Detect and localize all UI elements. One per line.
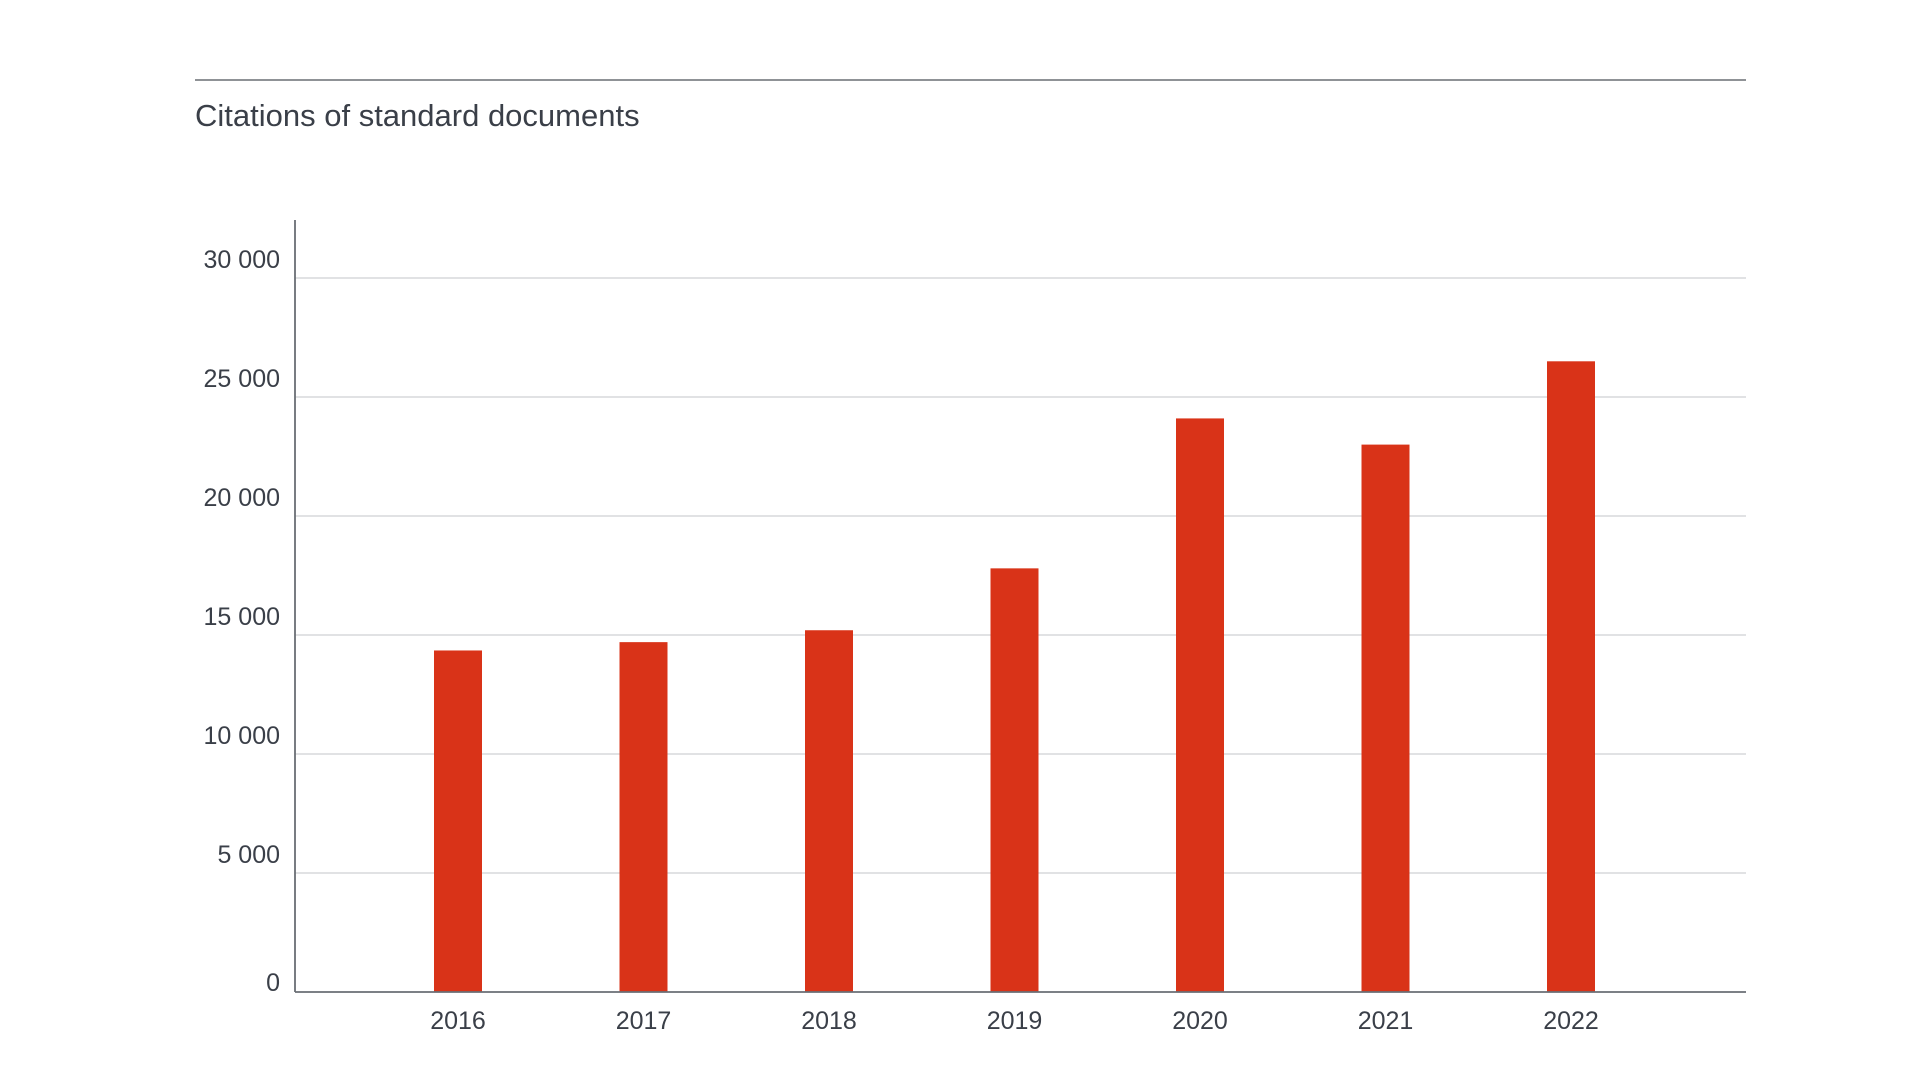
y-tick-label: 25 000 — [204, 365, 280, 393]
bar-2017 — [620, 642, 668, 992]
y-tick-label: 5 000 — [217, 841, 280, 869]
y-tick-label: 0 — [266, 969, 280, 997]
y-tick-label: 20 000 — [204, 484, 280, 512]
y-tick-labels: 0 5 000 10 000 15 000 20 000 25 000 30 000 — [204, 246, 280, 997]
y-tick-label: 10 000 — [204, 722, 280, 750]
bar-2018 — [805, 630, 853, 992]
x-tick-label: 2019 — [987, 1007, 1043, 1035]
x-tick-label: 2017 — [616, 1007, 672, 1035]
x-tick-label: 2022 — [1543, 1007, 1599, 1035]
bar-2019 — [991, 568, 1039, 992]
y-tick-label: 30 000 — [204, 246, 280, 274]
x-tick-labels: 2016 2017 2018 2019 2020 2021 2022 — [430, 1007, 1599, 1035]
bar-2016 — [434, 650, 482, 992]
bar-2022 — [1547, 361, 1595, 992]
bars — [434, 361, 1595, 992]
bar-2021 — [1362, 445, 1410, 992]
bar-2020 — [1176, 418, 1224, 992]
x-tick-label: 2018 — [801, 1007, 857, 1035]
y-tick-label: 15 000 — [204, 603, 280, 631]
x-tick-label: 2021 — [1358, 1007, 1414, 1035]
x-tick-label: 2020 — [1172, 1007, 1228, 1035]
x-tick-label: 2016 — [430, 1007, 486, 1035]
chart-title: Citations of standard documents — [195, 98, 640, 133]
